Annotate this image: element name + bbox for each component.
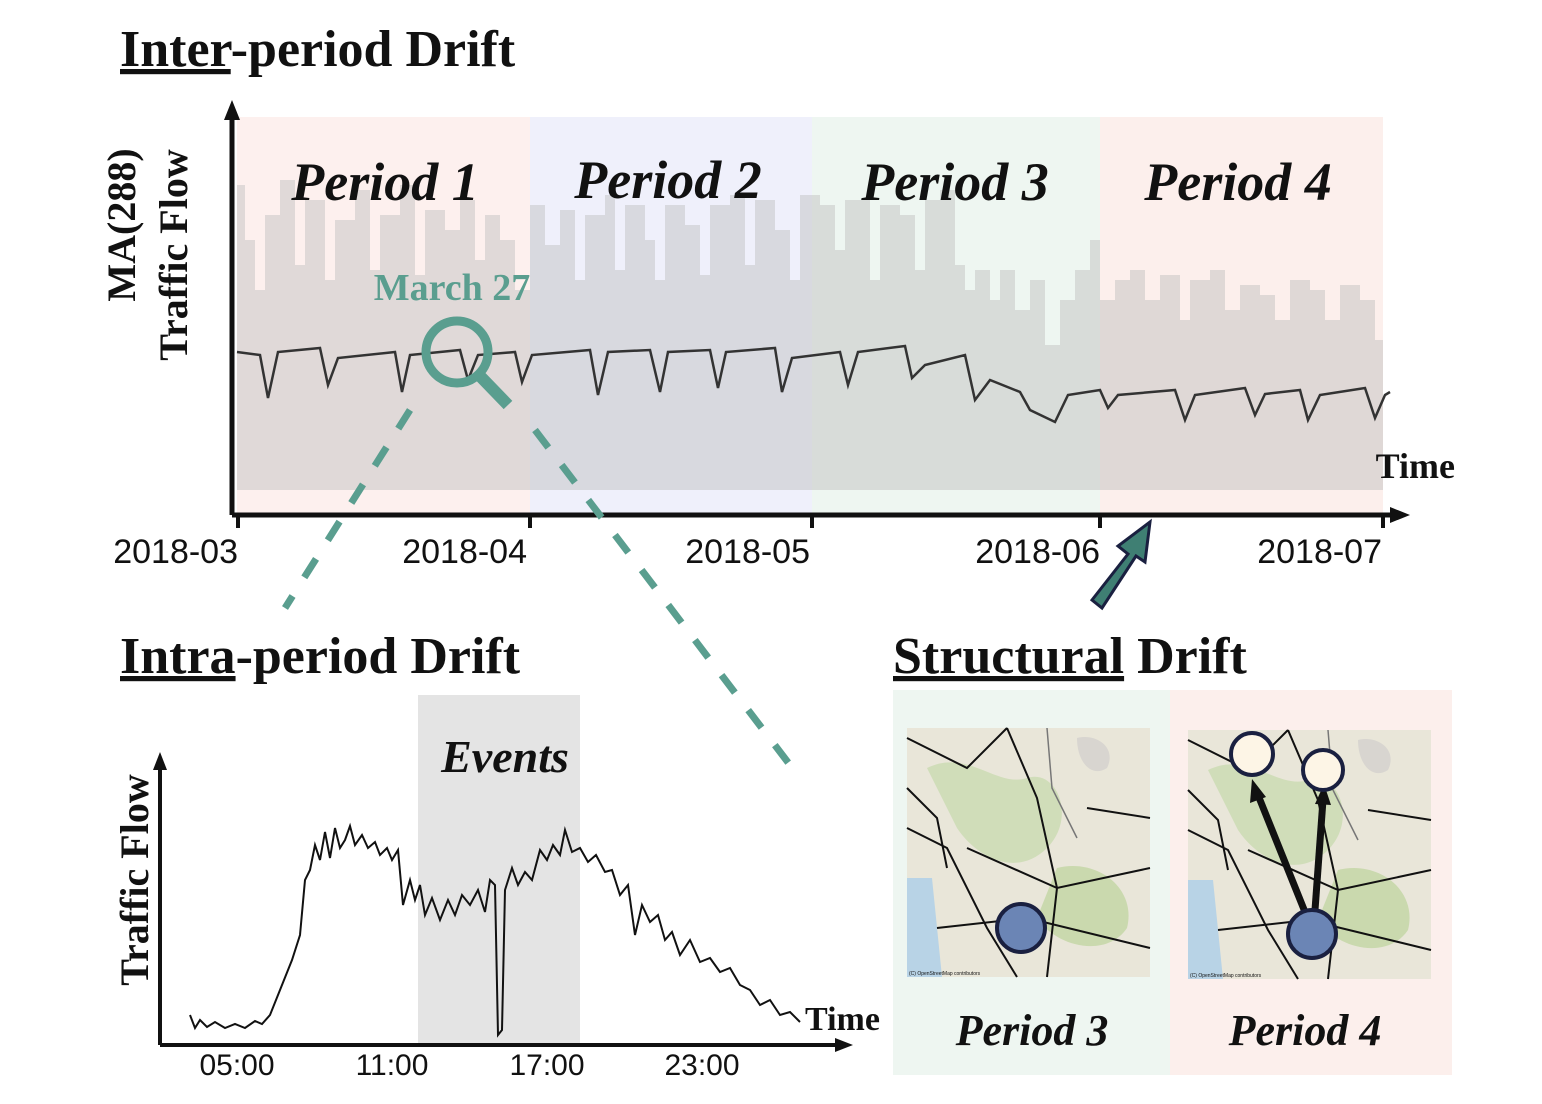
map-credit: (C) OpenStreetMap contributors [909,971,981,977]
title-underlined: Structural [893,628,1124,685]
title-underlined: Inter [120,21,232,78]
edge-arrowhead [1315,784,1331,805]
period-label: Period 3 [860,152,1048,212]
magnifier-handle [475,371,513,410]
x-tick-label: 11:00 [356,1049,429,1082]
y-axis-label: Traffic Flow [151,149,196,361]
y-axis-label: Traffic Flow [112,774,157,986]
x-tick-label: 2018-05 [685,533,810,571]
section-title: Intra-period Drift [120,628,521,685]
edge [1254,793,1309,914]
x-tick-label: 2018-04 [402,533,527,571]
panel-label: Period 3 [955,1006,1109,1055]
x-tick-label: 17:00 [509,1049,584,1082]
title-rest: Drift [1124,628,1247,685]
pointer-arrow [1089,518,1152,611]
edge-arrowhead [1250,779,1266,803]
magnifier [421,316,493,388]
title-rest: -period Drift [231,21,516,78]
x-axis-label: Time [805,1001,880,1038]
node [1286,908,1338,960]
period-band [530,117,812,515]
axis-arrow [1390,507,1410,523]
x-tick-label: 23:00 [664,1049,739,1082]
map-credit: (C) OpenStreetMap contributors [1190,973,1262,979]
node [1229,731,1275,777]
edge [1311,799,1327,911]
period-band [812,117,1100,515]
period-band [1100,117,1383,515]
y-axis-label: MA(288) [99,148,144,301]
period-label: Period 2 [573,150,761,210]
x-tick-label: 05:00 [199,1049,274,1082]
events-label: Events [440,731,569,782]
node [995,902,1047,954]
events-band [418,695,580,1045]
title-rest: -period Drift [236,628,521,685]
period-label: Period 1 [290,152,478,212]
panel-label: Period 4 [1228,1006,1382,1055]
section-title: Inter-period Drift [120,21,516,78]
section-title: Structural Drift [893,628,1247,685]
raw-flow-area [237,180,1383,490]
axis-arrow [153,752,167,770]
title-underlined: Intra [120,628,236,685]
node [1301,748,1345,792]
x-tick-label: 2018-07 [1257,533,1382,571]
axis-arrow [835,1038,853,1052]
x-tick-label: 2018-06 [975,533,1100,571]
annotation: March 27 [374,267,531,309]
x-axis-label: Time [1376,446,1455,486]
x-tick-label: 2018-03 [113,533,238,571]
axis-arrow [224,100,240,120]
period-label: Period 4 [1143,152,1331,212]
zoom-connector [282,408,413,610]
traffic-flow-line [189,822,801,1038]
